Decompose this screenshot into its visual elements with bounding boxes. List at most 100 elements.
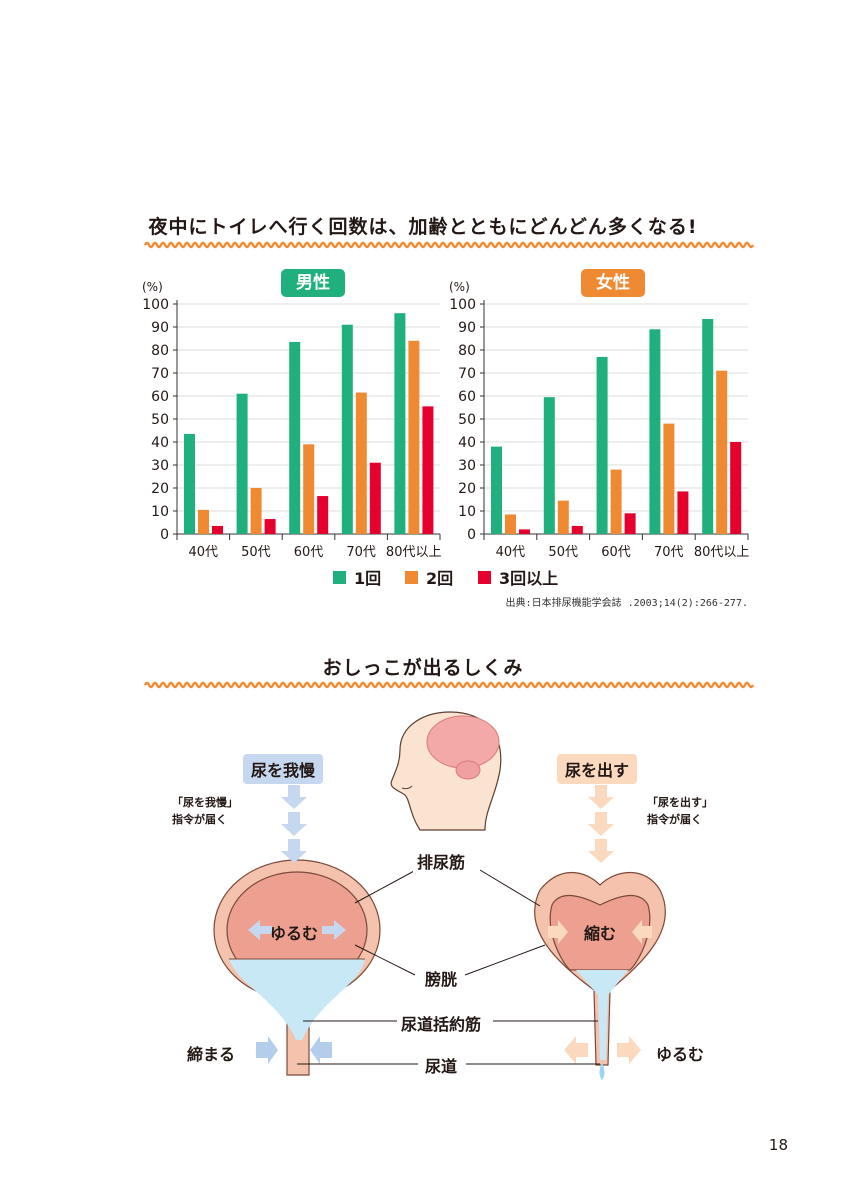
- bar-1回-70代: [341, 324, 353, 534]
- legend-swatch: [333, 570, 346, 584]
- y-axis-unit: (%): [449, 280, 470, 294]
- bar-3回以上-60代: [317, 496, 329, 534]
- bar-3回以上-50代: [264, 519, 276, 534]
- x-tick-label: 80代以上: [694, 545, 750, 560]
- bar-2回-60代: [303, 444, 315, 534]
- x-tick-label: 70代: [346, 545, 376, 560]
- bar-2回-80代以上: [408, 340, 420, 534]
- male-badge: 男性: [281, 269, 345, 297]
- detrusor-label: 排尿筋: [413, 849, 470, 873]
- relax-inner-label: ゆるむ: [270, 924, 319, 943]
- bar-3回以上-50代: [571, 525, 583, 534]
- x-tick-label: 80代以上: [386, 545, 442, 560]
- y-tick-label: 50: [151, 412, 169, 428]
- bar-1回-60代: [289, 341, 301, 534]
- bladder-left: [213, 859, 381, 1076]
- bar-2回-40代: [198, 509, 209, 534]
- relax-outer-label: ゆるむ: [652, 1041, 709, 1065]
- urethra-label: 尿道: [421, 1053, 462, 1077]
- bar-3回以上-60代: [624, 513, 636, 534]
- sphincter-label: 尿道括約筋: [397, 1011, 486, 1035]
- y-tick-label: 70: [151, 366, 169, 382]
- x-tick-label: 50代: [548, 545, 578, 560]
- release-urine-tag: 尿を出す: [557, 754, 638, 784]
- bar-1回-70代: [649, 329, 661, 534]
- legend-label: 1回: [354, 569, 382, 588]
- x-tick-label: 50代: [241, 545, 271, 560]
- bar-3回以上-80代以上: [422, 406, 434, 534]
- signal-arrows-right: [588, 785, 614, 863]
- y-tick-label: 60: [458, 389, 476, 405]
- signal-arrows-left: [281, 785, 307, 863]
- female-badge: 女性: [581, 269, 645, 297]
- bar-2回-70代: [663, 423, 675, 534]
- y-tick-label: 20: [151, 481, 169, 497]
- y-tick-label: 0: [467, 527, 476, 543]
- bar-2回-80代以上: [716, 370, 728, 534]
- right-note: 「尿を出す」 指令が届く: [647, 796, 713, 826]
- bar-1回-50代: [543, 397, 555, 534]
- y-tick-label: 10: [151, 504, 169, 520]
- legend-swatch: [478, 570, 491, 584]
- y-tick-label: 30: [151, 458, 169, 474]
- legend-item: 2回: [405, 565, 453, 589]
- y-tick-label: 40: [151, 435, 169, 451]
- y-tick-label: 60: [151, 389, 169, 405]
- y-tick-label: 20: [458, 481, 476, 497]
- x-tick-label: 60代: [294, 545, 324, 560]
- tighten-label: 締まる: [183, 1041, 240, 1065]
- x-tick-label: 40代: [496, 545, 526, 560]
- y-tick-label: 100: [449, 297, 476, 313]
- bar-2回-60代: [610, 469, 622, 534]
- y-tick-label: 0: [160, 527, 169, 543]
- legend-swatch: [405, 570, 418, 584]
- y-tick-label: 90: [151, 320, 169, 336]
- page-number: 18: [768, 1136, 788, 1154]
- x-tick-label: 40代: [189, 545, 219, 560]
- y-tick-label: 70: [458, 366, 476, 382]
- y-tick-label: 30: [458, 458, 476, 474]
- bar-2回-40代: [505, 514, 516, 534]
- y-tick-label: 40: [458, 435, 476, 451]
- x-tick-label: 60代: [601, 545, 631, 560]
- bar-1回-40代: [491, 446, 502, 534]
- chart-heading: 夜中にトイレへ行く回数は、加齢とともにどんどん多くなる!: [148, 216, 698, 238]
- bar-1回-80代以上: [394, 313, 406, 534]
- legend-item: 3回以上: [478, 565, 558, 589]
- bar-3回以上-70代: [369, 462, 381, 534]
- leader-lines: [297, 869, 600, 1065]
- hold-urine-tag: 尿を我慢: [243, 754, 324, 784]
- head-illustration: [390, 711, 502, 831]
- wavy-divider: [143, 681, 755, 689]
- y-tick-label: 50: [458, 412, 476, 428]
- y-tick-label: 10: [458, 504, 476, 520]
- bar-1回-60代: [596, 356, 608, 534]
- contract-inner-label: 縮む: [584, 924, 617, 943]
- source-citation: 出典:日本排尿機能学会誌 .2003;14(2):266-277.: [505, 598, 748, 609]
- bar-3回以上-40代: [212, 525, 223, 534]
- bar-2回-70代: [355, 392, 367, 534]
- y-tick-label: 100: [142, 297, 169, 313]
- x-tick-label: 70代: [654, 545, 684, 560]
- y-axis-unit: (%): [142, 280, 163, 294]
- bar-3回以上-80代以上: [730, 442, 742, 534]
- bar-1回-40代: [184, 433, 195, 534]
- chart-female: 0 10 20 30 40 50 60 70 80 90 100 (%) 40代 50代 60代 70代 80代…: [449, 280, 749, 560]
- legend-item: 1回: [333, 565, 381, 589]
- legend-label: 3回以上: [499, 569, 559, 588]
- bar-2回-50代: [250, 488, 262, 534]
- left-note: 「尿を我慢」 指令が届く: [172, 796, 238, 826]
- bar-2回-50代: [557, 500, 569, 534]
- bladder-right: [534, 872, 666, 1080]
- bladder-label: 膀胱: [421, 966, 462, 990]
- y-tick-label: 80: [458, 343, 476, 359]
- y-tick-label: 80: [151, 343, 169, 359]
- bar-3回以上-70代: [677, 491, 689, 534]
- diagram-heading: おしっこが出るしくみ: [322, 657, 524, 679]
- y-tick-label: 90: [458, 320, 476, 336]
- bar-1回-80代以上: [702, 318, 714, 534]
- wavy-divider: [143, 241, 755, 249]
- legend-label: 2回: [426, 569, 454, 588]
- bar-1回-50代: [236, 393, 248, 534]
